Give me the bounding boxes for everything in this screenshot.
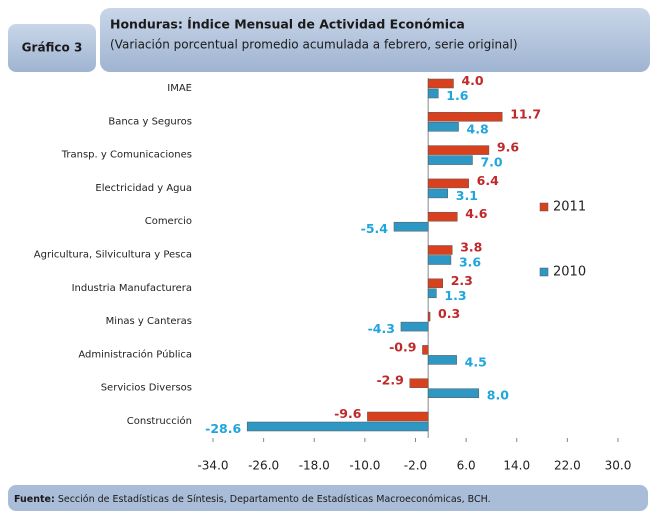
- x-tick-label: 14.0: [503, 459, 530, 473]
- value-label: 3.8: [460, 240, 482, 255]
- value-label: -4.3: [368, 321, 395, 336]
- value-label: -28.6: [205, 421, 241, 436]
- legend-swatch: [539, 202, 549, 212]
- x-tick-label: -2.0: [404, 459, 427, 473]
- x-tick-label: -10.0: [349, 459, 380, 473]
- value-label: 4.0: [461, 73, 483, 88]
- footer-box: [8, 485, 648, 511]
- value-label: 4.6: [465, 206, 487, 221]
- category-label: Agricultura, Silvicultura y Pesca: [34, 250, 192, 261]
- value-label: -5.4: [361, 221, 389, 236]
- bar: [427, 245, 453, 255]
- bar: [427, 122, 459, 132]
- footer: Fuente: Sección de Estadísticas de Sínte…: [14, 494, 491, 505]
- bar: [427, 278, 443, 289]
- value-label: 6.4: [477, 173, 499, 188]
- footer-label: Fuente:: [14, 494, 55, 505]
- value-label: 3.6: [459, 255, 481, 270]
- bar: [427, 145, 490, 155]
- x-tick-label: 30.0: [605, 459, 632, 473]
- legend-label: 2011: [553, 200, 586, 215]
- legend-label: 2010: [553, 265, 586, 280]
- value-label: 2.3: [451, 273, 473, 288]
- category-label: Administración Pública: [78, 348, 192, 360]
- category-label: Banca y Seguros: [108, 116, 192, 127]
- figure-label: Gráfico 3: [22, 41, 83, 55]
- bar: [427, 188, 449, 199]
- legend-swatch: [539, 267, 549, 277]
- x-tick-label: -18.0: [299, 459, 330, 473]
- value-label: -0.9: [389, 339, 416, 354]
- category-label: Minas y Canteras: [106, 316, 192, 327]
- value-label: 1.3: [444, 288, 466, 303]
- value-label: -2.9: [376, 373, 403, 388]
- label-box: [8, 24, 96, 72]
- bar: [427, 112, 503, 122]
- x-tick-label: 22.0: [554, 459, 581, 473]
- footer-text: Sección de Estadísticas de Síntesis, Dep…: [58, 494, 491, 505]
- bar: [400, 321, 429, 332]
- value-label: 7.0: [480, 155, 502, 170]
- value-label: 4.8: [467, 121, 489, 136]
- bar: [427, 155, 473, 165]
- category-label: Transp. y Comunicaciones: [61, 150, 192, 161]
- bar: [427, 178, 469, 189]
- value-label: 11.7: [510, 106, 541, 121]
- category-label: Electricidad y Agua: [95, 183, 192, 194]
- bar: [427, 388, 480, 398]
- bar: [427, 288, 437, 299]
- bar: [427, 88, 439, 99]
- value-label: 4.5: [465, 354, 487, 369]
- value-label: -9.6: [334, 406, 362, 421]
- value-label: 9.6: [497, 140, 519, 155]
- x-tick-label: -26.0: [248, 459, 279, 473]
- category-label: IMAE: [167, 83, 192, 94]
- bar: [427, 255, 452, 265]
- bar: [427, 355, 457, 365]
- bar: [427, 78, 454, 89]
- bar: [427, 211, 458, 222]
- value-label: 3.1: [456, 188, 478, 203]
- category-label: Comercio: [145, 216, 192, 227]
- x-tick-label: 6.0: [457, 459, 476, 473]
- value-label: 1.6: [446, 88, 468, 103]
- bar: [246, 421, 429, 432]
- x-tick-label: -34.0: [197, 459, 228, 473]
- title-box: [100, 8, 650, 72]
- category-label: Industria Manufacturera: [72, 283, 192, 294]
- bar: [367, 411, 429, 422]
- bar: [422, 345, 429, 355]
- chart-subtitle: (Variación porcentual promedio acumulada…: [110, 38, 518, 52]
- bar: [393, 221, 429, 232]
- bar: [409, 378, 429, 388]
- chart-title: Honduras: Índice Mensual de Actividad Ec…: [110, 17, 465, 32]
- category-label: Servicios Diversos: [101, 383, 192, 394]
- category-label: Construcción: [127, 415, 192, 427]
- value-label: 0.3: [438, 306, 460, 321]
- bar: [427, 311, 431, 322]
- value-label: 8.0: [487, 388, 509, 403]
- plot: -34.0 -26.0 -18.0 -10.0 -2.0 6.0 14.0 22.0 30.0 I…: [34, 73, 632, 473]
